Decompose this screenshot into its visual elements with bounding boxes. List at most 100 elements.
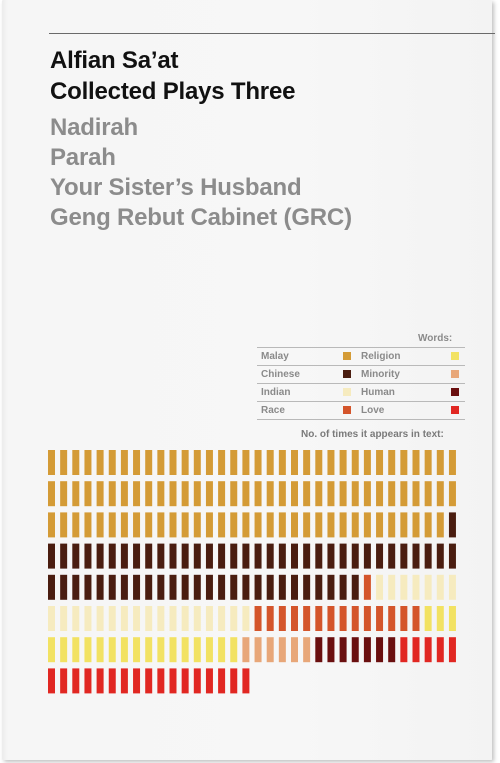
waffle-cell-race — [254, 606, 262, 631]
waffle-cell-religion — [133, 637, 141, 663]
waffle-cell-malay — [388, 512, 396, 538]
waffle-cell-race — [339, 606, 347, 631]
author-name: Alfian Sa’at — [50, 47, 179, 74]
play-title-3: Your Sister’s Husband — [50, 174, 302, 201]
waffle-cell-race — [363, 574, 371, 600]
waffle-cell-love — [218, 668, 226, 694]
waffle-cell-religion — [120, 637, 128, 663]
waffle-cell-human — [376, 637, 384, 663]
legend-label-race: Race — [261, 405, 285, 416]
waffle-cell-malay — [436, 450, 444, 475]
waffle-cell-malay — [145, 512, 153, 538]
waffle-cell-indian — [424, 574, 432, 600]
waffle-cell-chinese — [169, 543, 177, 569]
waffle-cell-chinese — [193, 543, 201, 569]
waffle-cell-chinese — [145, 543, 153, 569]
legend-row-3: Indian Human — [257, 383, 465, 401]
waffle-cell-religion — [205, 637, 213, 663]
waffle-cell-chinese — [266, 574, 274, 600]
waffle-cell-religion — [218, 637, 226, 663]
waffle-cell-malay — [96, 512, 104, 538]
waffle-cell-religion — [181, 637, 189, 663]
waffle-cell-malay — [254, 481, 262, 507]
waffle-cell-indian — [230, 606, 238, 631]
waffle-cell-human — [388, 637, 396, 663]
waffle-cell-human — [327, 637, 335, 663]
legend: Malay Religion Chinese Minority Indian H… — [257, 347, 465, 420]
waffle-cell-chinese — [133, 543, 141, 569]
legend-swatch-indian — [343, 388, 351, 396]
waffle-cell-malay — [48, 481, 55, 507]
waffle-cell-malay — [120, 481, 128, 507]
waffle-cell-love — [120, 668, 128, 694]
waffle-cell-malay — [242, 512, 250, 538]
waffle-cell-race — [291, 606, 298, 631]
waffle-cell-malay — [72, 450, 80, 475]
waffle-cell-malay — [84, 481, 92, 507]
waffle-cell-race — [266, 606, 274, 631]
waffle-cell-malay — [315, 512, 323, 538]
waffle-cell-malay — [388, 481, 396, 507]
waffle-cell-malay — [120, 512, 128, 538]
top-rule — [49, 33, 495, 34]
waffle-cell-indian — [388, 574, 396, 600]
waffle-cell-malay — [205, 512, 213, 538]
legend-label-minority: Minority — [361, 369, 400, 380]
waffle-cell-race — [363, 606, 371, 631]
waffle-cell-malay — [388, 450, 396, 475]
waffle-cell-chinese — [218, 574, 226, 600]
waffle-cell-love — [400, 637, 408, 663]
waffle-cell-indian — [242, 606, 250, 631]
waffle-cell-chinese — [84, 543, 92, 569]
waffle-cell-love — [436, 637, 444, 663]
legend-row-2: Chinese Minority — [257, 365, 465, 383]
waffle-cell-malay — [436, 512, 444, 538]
waffle-cell-love — [48, 668, 55, 694]
waffle-cell-chinese — [169, 574, 177, 600]
waffle-cell-indian — [60, 606, 68, 631]
waffle-cell-indian — [48, 606, 55, 631]
waffle-cell-indian — [448, 574, 456, 600]
waffle-cell-chinese — [448, 512, 456, 538]
waffle-cell-malay — [60, 512, 68, 538]
waffle-cell-chinese — [351, 543, 359, 569]
waffle-cell-minority — [291, 637, 298, 663]
waffle-cell-religion — [157, 637, 165, 663]
waffle-cell-malay — [436, 481, 444, 507]
waffle-cell-human — [315, 637, 323, 663]
legend-title: Words: — [418, 333, 453, 344]
waffle-cell-love — [72, 668, 80, 694]
waffle-cell-malay — [242, 481, 250, 507]
waffle-cell-indian — [376, 574, 384, 600]
waffle-cell-malay — [157, 450, 165, 475]
waffle-cell-malay — [376, 512, 384, 538]
waffle-cell-indian — [84, 606, 92, 631]
waffle-cell-love — [133, 668, 141, 694]
waffle-cell-human — [339, 637, 347, 663]
waffle-cell-malay — [96, 450, 104, 475]
legend-swatch-human — [451, 388, 459, 396]
waffle-cell-malay — [218, 450, 226, 475]
waffle-cell-malay — [412, 481, 420, 507]
waffle-cell-malay — [48, 512, 55, 538]
waffle-cell-chinese — [84, 574, 92, 600]
waffle-cell-race — [315, 606, 323, 631]
waffle-cell-malay — [120, 450, 128, 475]
waffle-cell-malay — [230, 450, 238, 475]
legend-label-love: Love — [361, 405, 385, 416]
waffle-cell-race — [376, 606, 384, 631]
waffle-cell-chinese — [96, 543, 104, 569]
waffle-cell-indian — [96, 606, 104, 631]
waffle-cell-indian — [145, 606, 153, 631]
waffle-cell-indian — [72, 606, 80, 631]
waffle-cell-human — [363, 637, 371, 663]
waffle-cell-chinese — [145, 574, 153, 600]
waffle-cell-indian — [436, 574, 444, 600]
waffle-cell-malay — [363, 512, 371, 538]
waffle-cell-chinese — [205, 543, 213, 569]
waffle-cell-chinese — [72, 574, 80, 600]
waffle-cell-malay — [400, 450, 408, 475]
waffle-cell-chinese — [230, 574, 238, 600]
